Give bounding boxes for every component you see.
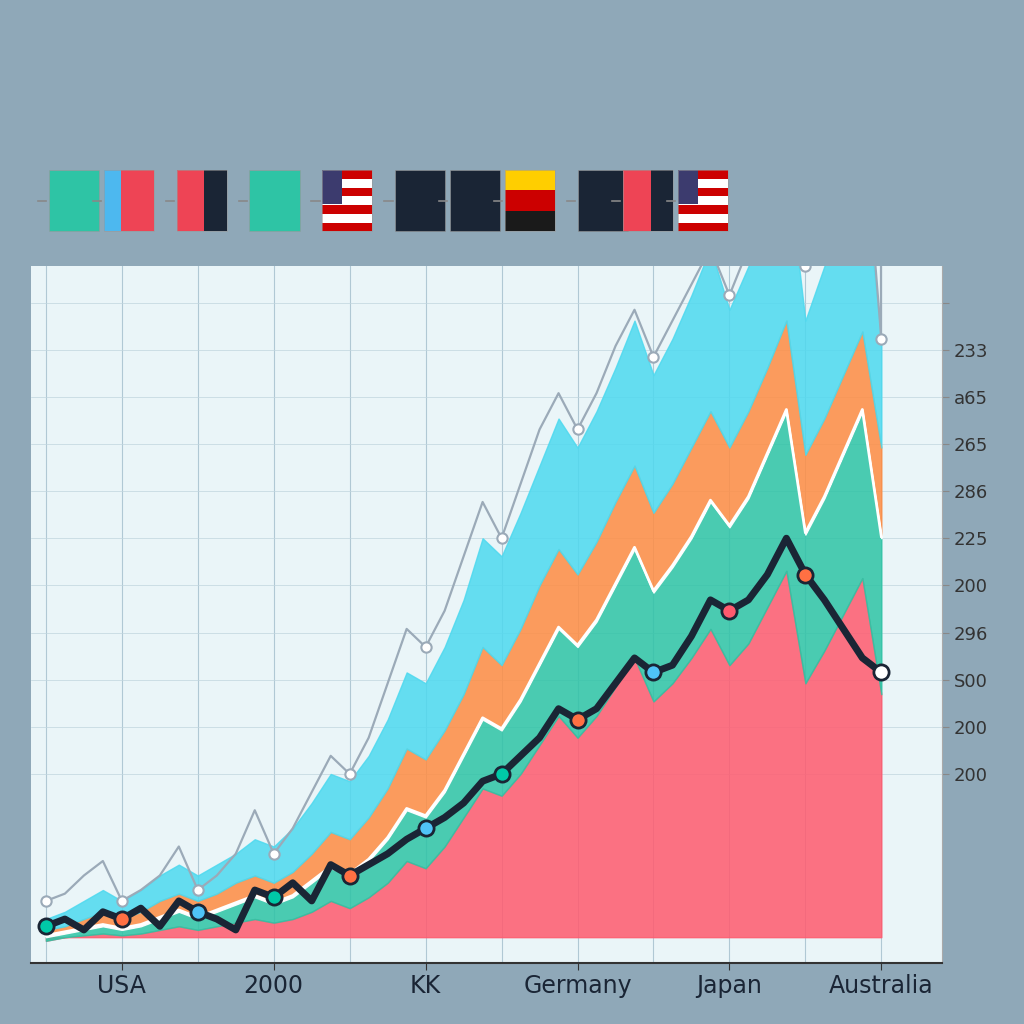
Point [873,58,890,75]
Point [265,846,282,862]
Point [418,820,434,837]
Bar [678,222,728,231]
Point [341,867,358,884]
Point [721,287,737,303]
Bar [678,170,728,231]
Point [569,712,586,728]
Bar [395,170,445,231]
Point [645,349,662,366]
Point [873,331,890,347]
Bar [323,170,373,179]
Bar [678,214,728,222]
Bar [623,170,650,231]
Bar [578,170,628,231]
Point [265,889,282,905]
Bar [505,170,555,190]
Bar [323,187,373,197]
Point [38,893,54,909]
Point [418,639,434,655]
Bar [49,170,99,231]
Bar [505,170,555,231]
Bar [678,205,728,214]
Bar [204,170,226,231]
Bar [103,170,121,231]
Point [38,919,54,935]
Bar [176,170,226,231]
Point [797,258,813,274]
Bar [505,211,555,231]
Bar [323,205,373,214]
Point [494,530,510,547]
Point [189,882,206,898]
Bar [450,170,500,231]
Bar [323,179,373,187]
Point [569,421,586,437]
Point [797,566,813,583]
Point [645,665,662,681]
Point [341,766,358,782]
Bar [323,170,342,204]
Bar [678,197,728,205]
Bar [323,170,373,231]
Bar [678,170,728,179]
Bar [678,170,697,204]
Bar [623,170,673,231]
Bar [103,170,154,231]
Bar [323,222,373,231]
Bar [250,170,300,231]
Point [721,602,737,618]
Bar [323,197,373,205]
Bar [505,190,555,211]
Bar [678,187,728,197]
Point [189,903,206,920]
Bar [650,170,673,231]
Bar [176,170,204,231]
Bar [678,179,728,187]
Bar [323,214,373,222]
Bar [121,170,154,231]
Point [494,766,510,782]
Point [114,911,130,928]
Point [873,665,890,681]
Point [114,893,130,909]
